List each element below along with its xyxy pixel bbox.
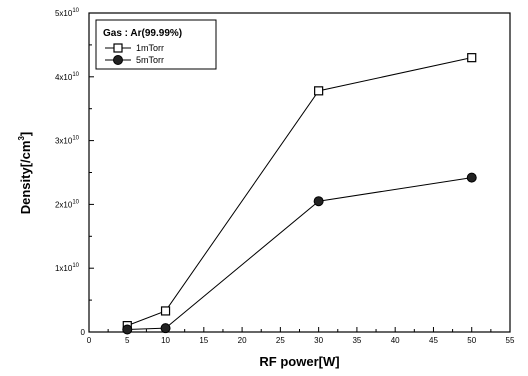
- x-axis-title: RF power[W]: [259, 354, 339, 369]
- series-line-1mTorr: [127, 57, 472, 327]
- series-layer: [122, 53, 477, 335]
- y-tick-label-exponent: 10: [72, 8, 79, 14]
- y-tick-label: 0: [81, 328, 86, 337]
- y-tick-label-exponent: 10: [72, 199, 79, 205]
- y-tick-label-exponent: 10: [72, 263, 79, 269]
- series-line-5mTorr: [127, 177, 472, 330]
- x-tick-label: 25: [276, 336, 285, 345]
- data-point-5mTorr: [122, 324, 133, 335]
- x-tick-label: 50: [467, 336, 476, 345]
- legend-entries: 1mTorr 5mTorr: [105, 43, 164, 65]
- x-tick-label: 30: [314, 336, 323, 345]
- y-tick-label-base: 0: [81, 328, 86, 337]
- y-tick-label-exponent: 10: [72, 72, 79, 78]
- legend-marker-1mTorr: [113, 43, 123, 53]
- data-point-5mTorr: [160, 323, 171, 334]
- y-tick-label-base: 1x10: [55, 264, 73, 273]
- legend-label-5mTorr: 5mTorr: [136, 55, 164, 65]
- x-tick-label: 0: [87, 336, 92, 345]
- y-axis-title-close: ]: [18, 132, 33, 136]
- x-tick-label: 45: [429, 336, 438, 345]
- x-tick-label: 15: [199, 336, 208, 345]
- x-tick-label: 10: [161, 336, 170, 345]
- svg-text:Density[/cm3]: Density[/cm3]: [17, 132, 33, 215]
- y-tick-label-exponent: 10: [72, 136, 79, 142]
- data-point-5mTorr: [466, 172, 477, 183]
- data-point-5mTorr: [313, 196, 324, 207]
- y-tick-label: 2x1010: [55, 199, 80, 209]
- y-tick-label-base: 5x10: [55, 9, 73, 18]
- y-tick-label: 1x1010: [55, 263, 80, 273]
- x-axis-ticks: 0 5 10 15 20 25 30 35 40 45 50 55: [87, 327, 515, 345]
- x-tick-label: 35: [352, 336, 361, 345]
- data-point-1mTorr: [467, 53, 477, 63]
- y-axis-title: Density[/cm3]: [17, 132, 33, 215]
- x-tick-label: 55: [506, 336, 515, 345]
- x-tick-label: 20: [238, 336, 247, 345]
- y-tick-label: 5x1010: [55, 8, 80, 18]
- x-tick-label: 40: [391, 336, 400, 345]
- legend-marker-5mTorr: [113, 55, 123, 65]
- y-tick-label-base: 4x10: [55, 73, 73, 82]
- data-point-1mTorr: [160, 306, 171, 316]
- y-tick-label-base: 3x10: [55, 137, 73, 146]
- data-point-1mTorr: [314, 86, 324, 96]
- y-tick-label: 3x1010: [55, 136, 80, 146]
- legend-label-1mTorr: 1mTorr: [136, 43, 164, 53]
- legend-title: Gas : Ar(99.99%): [103, 28, 182, 39]
- legend: Gas : Ar(99.99%) 1mTorr 5mTorr: [95, 19, 217, 70]
- y-tick-label-base: 2x10: [55, 200, 73, 209]
- y-tick-label: 4x1010: [55, 72, 80, 82]
- y-axis-title-main: Density[/cm: [18, 141, 33, 215]
- y-axis-title-sup: 3: [17, 136, 26, 141]
- x-tick-label: 5: [125, 336, 130, 345]
